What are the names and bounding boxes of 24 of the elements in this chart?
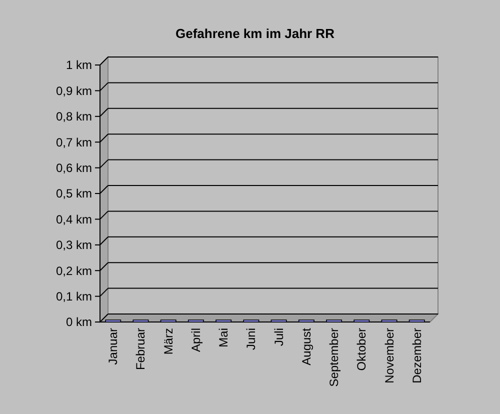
x-tick-label: Oktober <box>354 328 369 371</box>
x-tick-label: März <box>161 328 176 355</box>
y-tick-label: 1 km <box>66 58 92 72</box>
x-tick-label: Mai <box>216 328 231 348</box>
y-tick-label: 0,6 km <box>56 161 92 175</box>
x-tick-label: Dezember <box>410 328 424 384</box>
y-tick-label: 0,8 km <box>56 110 92 124</box>
y-tick-label: 0 km <box>66 315 92 330</box>
y-tick-label: 0,1 km <box>56 290 92 304</box>
x-tick-label: Januar <box>106 328 120 365</box>
y-tick-label: 0,3 km <box>56 238 92 252</box>
y-tick-label: 0,2 km <box>56 264 92 278</box>
x-tick-label: Juni <box>244 328 258 350</box>
x-tick-label: September <box>327 328 342 387</box>
x-tick-label: August <box>299 327 314 366</box>
x-tick-label: Februar <box>134 328 148 370</box>
x-tick-label: April <box>188 328 203 352</box>
chart-title: Gefahrene km im Jahr RR <box>176 26 336 41</box>
y-tick-label: 0,7 km <box>56 135 92 150</box>
y-tick-label: 0,4 km <box>56 212 92 226</box>
y-tick-label: 0,9 km <box>56 84 92 98</box>
x-tick-label: Juli <box>272 328 286 346</box>
y-tick-label: 0,5 km <box>56 186 92 201</box>
x-tick-label: November <box>382 328 396 384</box>
